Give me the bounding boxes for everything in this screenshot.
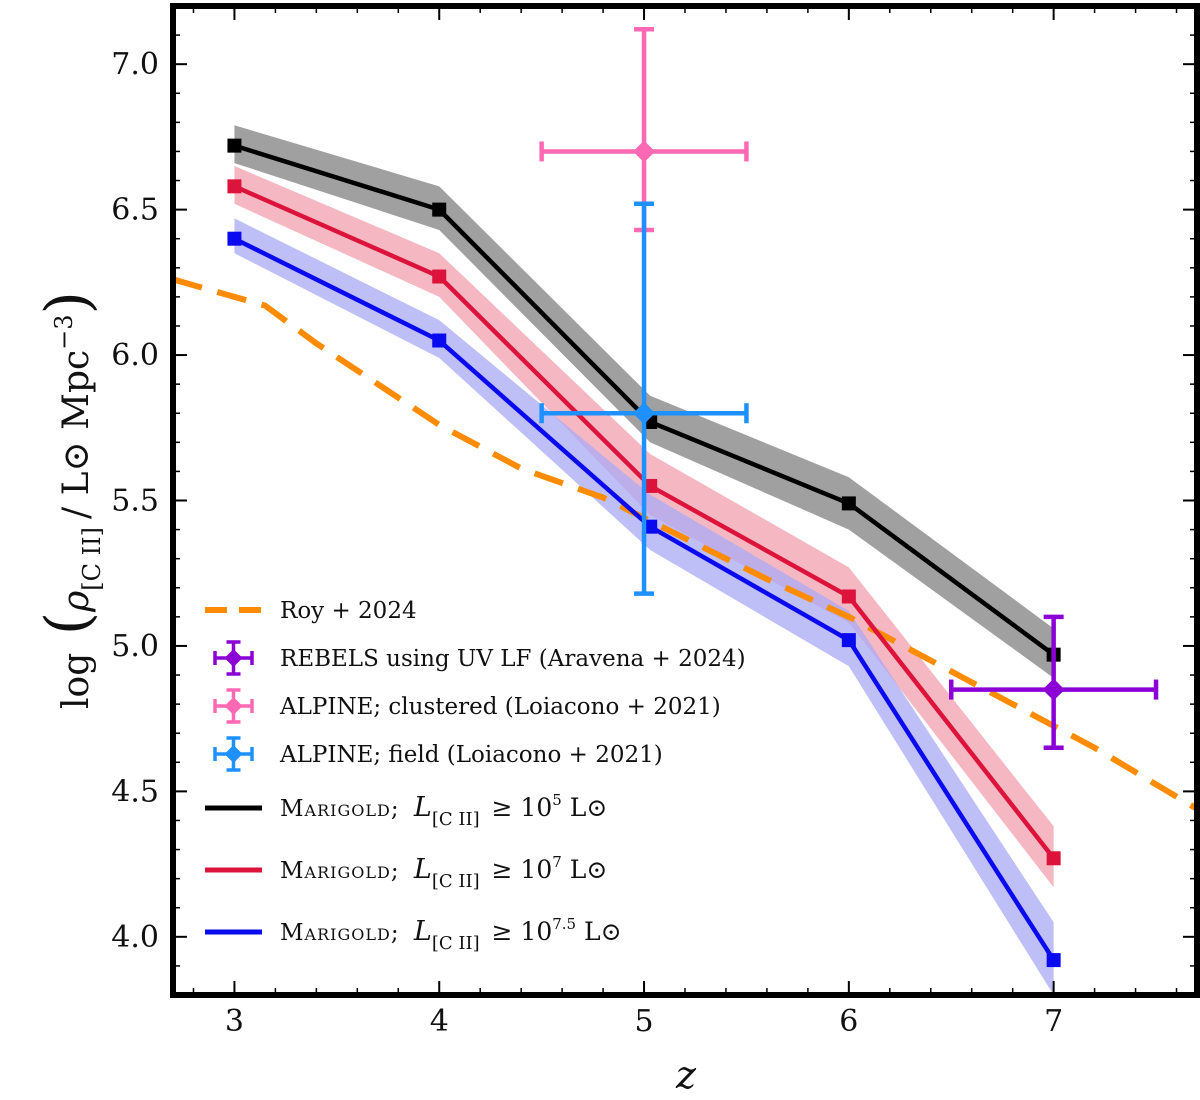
y-label-subscript: [C II] <box>78 527 106 591</box>
y-tick-label: 7.0 <box>111 47 159 82</box>
data-point <box>224 745 243 763</box>
y-tick-label: 5.0 <box>111 629 159 664</box>
legend-series-label: Marigold; L[C II] ≥ 107.5 L⊙ <box>280 915 622 954</box>
y-tick-label: 4.5 <box>111 774 159 809</box>
y-label-log: log <box>56 653 97 709</box>
svg-text:log (ρ[C II]/ L⊙ Mpc−3): log (ρ[C II]/ L⊙ Mpc−3) <box>33 291 106 709</box>
marigold-lines <box>227 138 1061 968</box>
x-tick-label: 4 <box>430 1004 449 1039</box>
data-point <box>633 402 656 425</box>
error-band <box>234 165 1054 888</box>
data-point <box>633 140 656 163</box>
series-marker <box>643 519 658 534</box>
y-label-rho: ρ <box>56 591 97 613</box>
data-point <box>224 697 243 715</box>
plot-frame <box>170 3 1200 998</box>
y-tick-label: 6.0 <box>111 338 159 373</box>
series-marker <box>841 589 856 604</box>
legend-point-label: ALPINE; clustered (Loiacono + 2021) <box>279 694 721 720</box>
series-marker <box>841 496 856 511</box>
y-label-exponent: −3 <box>50 314 78 349</box>
x-tick-label: 7 <box>1044 1004 1063 1039</box>
y-tick-label: 5.5 <box>111 484 159 519</box>
observational-points <box>539 27 1159 750</box>
legend-roy-label: Roy + 2024 <box>280 598 417 624</box>
roy-2024-line <box>173 276 1197 812</box>
data-point <box>224 649 243 667</box>
x-axis-label: z <box>675 1053 697 1097</box>
data-point <box>1042 678 1065 701</box>
legend-point-label: ALPINE; field (Loiacono + 2021) <box>279 742 663 768</box>
series-marker <box>643 478 658 493</box>
y-tick-label: 4.0 <box>111 920 159 955</box>
series-marker <box>227 179 242 194</box>
series-marker <box>841 633 856 648</box>
legend: Roy + 2024 REBELS using UV LF (Aravena + … <box>205 598 746 954</box>
roy-line <box>173 276 1197 812</box>
series-marker <box>432 333 447 348</box>
series-marker <box>1046 953 1061 968</box>
y-axis-label: log (ρ[C II]/ L⊙ Mpc−3) <box>33 291 106 709</box>
series-marker <box>1046 851 1061 866</box>
legend-series-label: Marigold; L[C II] ≥ 107 L⊙ <box>280 853 607 892</box>
legend-point-label: REBELS using UV LF (Aravena + 2024) <box>280 646 746 672</box>
series-marker <box>227 138 242 153</box>
x-tick-label: 3 <box>225 1004 244 1039</box>
x-tick-label: 5 <box>634 1004 653 1039</box>
legend-series-label: Marigold; L[C II] ≥ 105 L⊙ <box>280 791 607 830</box>
series-marker <box>227 231 242 246</box>
y-label-unit: / L⊙ Mpc <box>56 350 97 519</box>
series-marker <box>432 269 447 284</box>
x-tick-label: 6 <box>839 1004 858 1039</box>
y-tick-label: 6.5 <box>111 193 159 228</box>
series-marker <box>432 202 447 217</box>
